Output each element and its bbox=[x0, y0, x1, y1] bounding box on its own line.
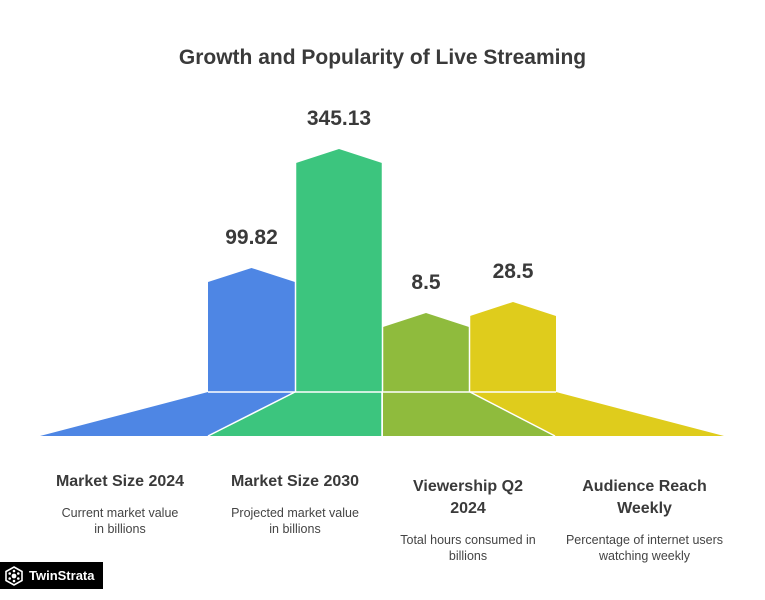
chart-title: Growth and Popularity of Live Streaming bbox=[178, 46, 587, 69]
bar-value-label-3: 8.5 bbox=[411, 271, 441, 294]
bar-2 bbox=[296, 149, 382, 392]
bar-floor-1 bbox=[40, 392, 295, 436]
bar-4 bbox=[470, 302, 556, 392]
bar-3 bbox=[383, 313, 469, 392]
category-description: Total hours consumed in billions bbox=[400, 533, 536, 563]
bar-floor-4 bbox=[470, 392, 724, 436]
category-title: Audience Reach Weekly bbox=[582, 478, 707, 517]
logo-text: TwinStrata bbox=[29, 568, 95, 583]
category-description: Current market value in billions bbox=[61, 506, 179, 536]
hexagon-logo-icon bbox=[5, 565, 23, 586]
category-viewership-q2-2024: Viewership Q2 2024 Total hours consumed … bbox=[393, 476, 543, 564]
bar-1 bbox=[208, 268, 295, 392]
category-description: Projected market value in billions bbox=[231, 506, 359, 536]
category-audience-reach-weekly: Audience Reach Weekly Percentage of inte… bbox=[562, 476, 727, 564]
category-title: Market Size 2030 bbox=[230, 473, 360, 490]
category-title: Market Size 2024 bbox=[55, 473, 185, 490]
floor-separator-3 bbox=[469, 391, 556, 437]
category-description: Percentage of internet users watching we… bbox=[565, 533, 724, 563]
bar-value-label-1: 99.82 bbox=[225, 226, 278, 249]
twinstrata-logo: TwinStrata bbox=[0, 562, 103, 589]
bar-floor-2 bbox=[208, 392, 382, 436]
bar-value-label-4: 28.5 bbox=[493, 260, 534, 283]
bar-value-label-2: 345.13 bbox=[307, 107, 371, 130]
category-market-size-2030: Market Size 2030 Projected market value … bbox=[215, 471, 375, 537]
floor-separator-1 bbox=[207, 391, 296, 437]
category-title: Viewership Q2 2024 bbox=[413, 478, 523, 517]
category-market-size-2024: Market Size 2024 Current market value in… bbox=[40, 471, 200, 537]
bar-floor-3 bbox=[383, 392, 555, 436]
